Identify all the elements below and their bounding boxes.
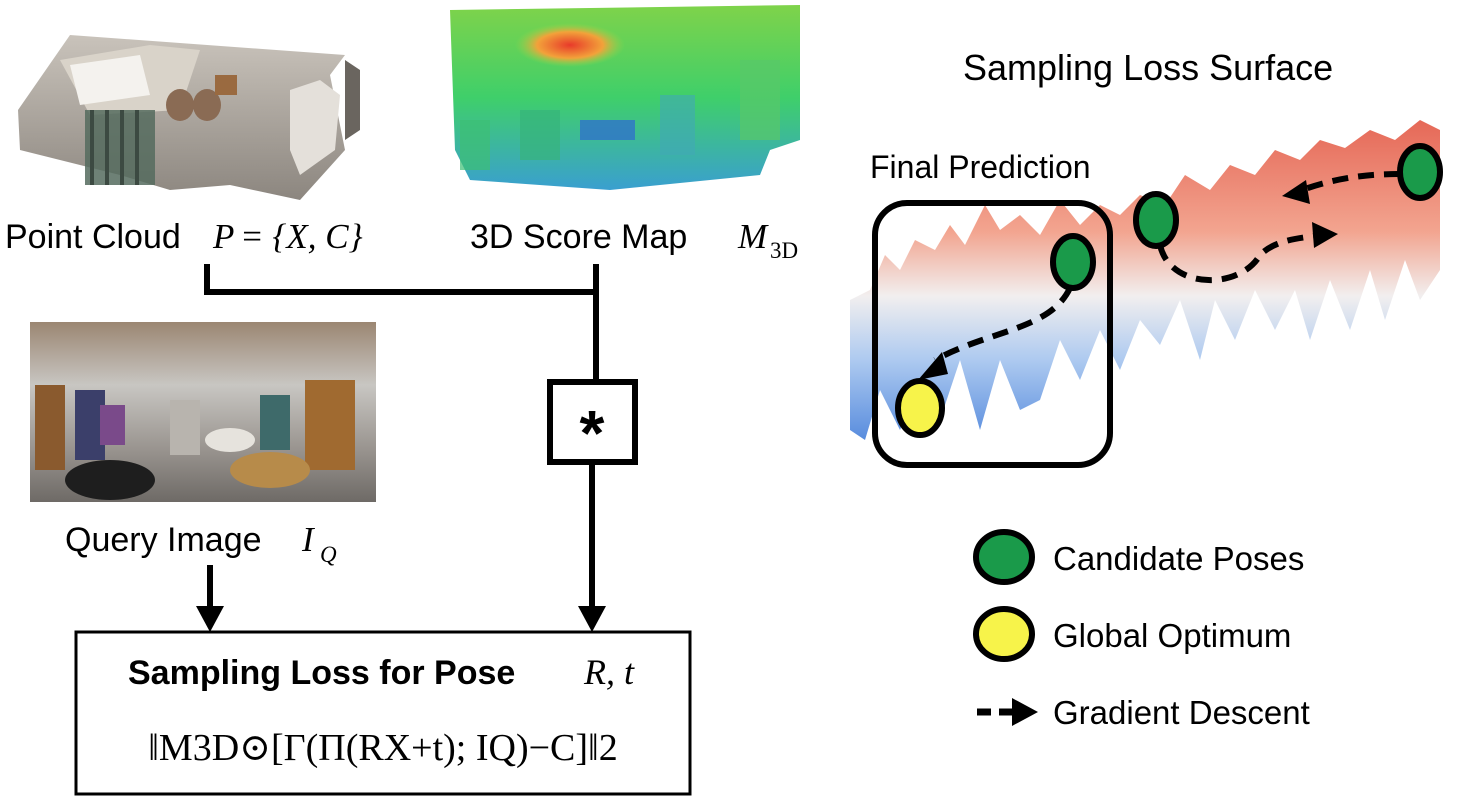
sampling-loss-box bbox=[74, 630, 692, 796]
score-map-image bbox=[450, 5, 800, 190]
merge-connector bbox=[204, 264, 599, 384]
pose-variables: R, t bbox=[583, 652, 635, 692]
point-cloud-set: = {X, C} bbox=[240, 217, 363, 256]
query-image-subscript: Q bbox=[320, 542, 337, 567]
point-cloud-label: Point Cloud bbox=[5, 218, 181, 256]
final-prediction-box bbox=[872, 200, 1113, 468]
legend-gradient-label: Gradient Descent bbox=[1053, 694, 1310, 731]
point-cloud-symbol: P bbox=[212, 217, 234, 256]
score-map-subscript: 3D bbox=[770, 238, 798, 263]
loss-surface bbox=[850, 120, 1440, 440]
legend: Candidate Poses Global Optimum Gradient … bbox=[973, 529, 1310, 731]
gradient-descent-arrowhead-2 bbox=[1312, 222, 1338, 248]
loss-formula: ‖M3D⊙[Γ(Π(RX+t); IQ)−C]‖2 bbox=[148, 727, 617, 769]
query-to-loss-arrow bbox=[196, 565, 224, 632]
gradient-descent-arrowhead-1 bbox=[918, 352, 948, 380]
sampling-loss-title: Sampling Loss for Pose bbox=[128, 654, 515, 692]
score-map-symbol: M bbox=[737, 217, 769, 256]
candidate-pose-marker bbox=[1397, 143, 1443, 201]
legend-candidate-label: Candidate Poses bbox=[1053, 540, 1304, 577]
convolution-operator-symbol: * bbox=[580, 397, 605, 469]
query-image-label: Query Image bbox=[65, 521, 262, 559]
score-map-label: 3D Score Map bbox=[470, 218, 687, 256]
legend-candidate-swatch bbox=[973, 529, 1035, 585]
point-cloud-image bbox=[18, 35, 360, 200]
gradient-descent-path-2 bbox=[1157, 233, 1316, 284]
candidate-pose-marker bbox=[1050, 233, 1096, 291]
legend-gradient-swatch bbox=[977, 698, 1038, 726]
surface-title: Sampling Loss Surface bbox=[963, 47, 1333, 88]
query-image bbox=[30, 322, 376, 502]
gradient-descent-path-3 bbox=[1300, 171, 1401, 193]
legend-optimum-label: Global Optimum bbox=[1053, 617, 1291, 654]
global-optimum-marker bbox=[895, 378, 945, 438]
query-image-symbol: I bbox=[301, 520, 316, 559]
operator-to-loss-arrow bbox=[578, 462, 606, 632]
legend-optimum-swatch bbox=[973, 606, 1035, 662]
final-prediction-label: Final Prediction bbox=[870, 149, 1091, 185]
gradient-descent-path-1 bbox=[933, 286, 1073, 363]
candidate-pose-marker bbox=[1133, 191, 1179, 249]
convolution-operator-box bbox=[547, 379, 638, 465]
gradient-descent-arrowhead-3 bbox=[1282, 180, 1310, 204]
